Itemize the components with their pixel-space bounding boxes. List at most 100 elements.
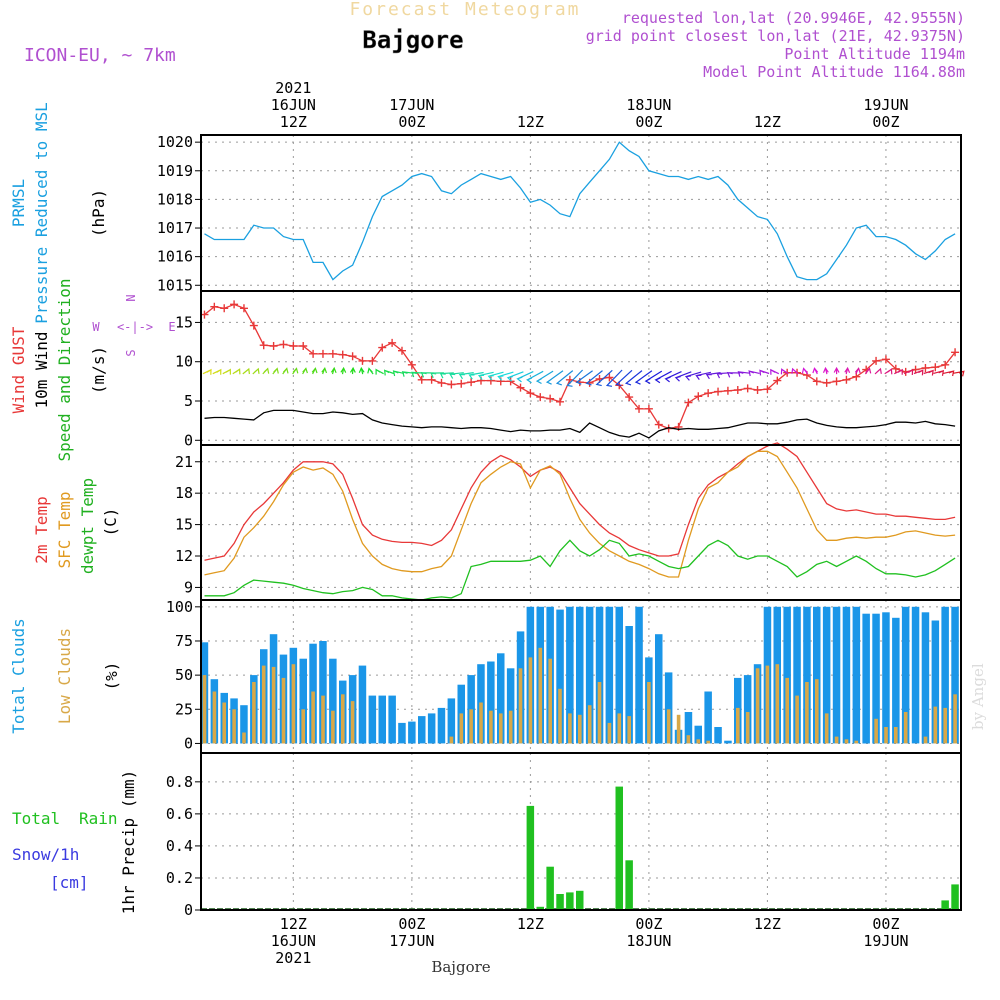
total-cloud-bar-62 <box>813 606 821 744</box>
wind-arrow-12 <box>321 366 328 375</box>
wind-arrow-74 <box>933 369 945 376</box>
wind-arrow-58 <box>770 368 780 375</box>
wind-arrow-31 <box>497 371 514 381</box>
panel4-ytick-label-0: 0 <box>184 901 193 919</box>
total-cloud-bar-73 <box>921 612 930 744</box>
low-cloud-bar-63 <box>824 713 829 744</box>
wind-arrow-59 <box>780 368 789 375</box>
wind-arrow-5 <box>252 367 260 375</box>
wind-arrow-28 <box>468 371 484 380</box>
low-cloud-bar-3 <box>232 709 236 744</box>
wind-arrow-10 <box>302 367 308 375</box>
total-cloud-bar-47 <box>664 672 673 744</box>
panel2-ytick-label-4: 21 <box>175 453 193 471</box>
total-cloud-bar-49 <box>684 712 693 744</box>
low-cloud-bar-60 <box>795 695 799 744</box>
total-cloud-bar-66 <box>852 606 861 744</box>
gust-marker-19 <box>388 338 397 347</box>
rain-bar-34 <box>536 906 544 910</box>
gust-marker-23 <box>427 375 436 384</box>
total-cloud-bar-42 <box>615 606 623 744</box>
wind-arrow-56 <box>748 370 760 377</box>
gust-marker-68 <box>872 356 881 365</box>
low-cloud-bar-15 <box>350 701 355 744</box>
temp-label-dew: dewpt Temp <box>78 478 97 574</box>
compass-w: W <box>92 320 100 334</box>
total-cloud-bar-65 <box>842 606 851 744</box>
low-cloud-bar-68 <box>874 718 878 744</box>
wind-arrow-26 <box>449 372 464 379</box>
wind-arrow-71 <box>903 368 914 376</box>
total-cloud-bar-12 <box>319 641 327 744</box>
bottom-time-label-5-1: 19JUN <box>863 932 908 950</box>
total-cloud-bar-72 <box>911 606 920 744</box>
rain-bar-33 <box>526 805 535 910</box>
gust-marker-50 <box>694 392 703 401</box>
total-cloud-bar-4 <box>240 705 248 744</box>
wind-arrow-20 <box>392 370 405 377</box>
top-time-label-1-0: 17JUN <box>389 96 434 114</box>
total-cloud-bar-18 <box>378 695 386 744</box>
low-cloud-bar-31 <box>508 710 513 744</box>
low-cloud-bar-1 <box>212 691 217 744</box>
panel3-ytick-label-2: 50 <box>175 666 193 684</box>
low-cloud-bar-59 <box>785 677 789 744</box>
gust-marker-32 <box>516 383 525 392</box>
panel1-ytick-label-0: 0 <box>184 431 193 449</box>
panel0-ytick-label-4: 1019 <box>157 162 193 180</box>
total-cloud-bar-16 <box>358 665 367 744</box>
low-cloud-bar-25 <box>449 736 454 744</box>
wind-arrow-69 <box>884 368 893 375</box>
total-cloud-bar-38 <box>576 606 584 744</box>
precip-label-total: Total <box>12 809 60 828</box>
panel-frames <box>200 134 962 911</box>
total-cloud-bar-10 <box>299 658 307 744</box>
wind-arrow-62 <box>812 367 819 375</box>
panel2-ytick-label-3: 18 <box>175 484 193 502</box>
low-cloud-bar-11 <box>311 691 315 744</box>
low-cloud-bar-12 <box>321 695 325 744</box>
bottom-time-label-1-1: 17JUN <box>389 932 434 950</box>
compass-e: E <box>168 320 175 334</box>
gust-marker-31 <box>506 377 515 386</box>
panel1-ytick-label-2: 10 <box>175 353 193 371</box>
gust-marker-62 <box>812 377 821 386</box>
panel0-frame <box>200 134 962 292</box>
gust-marker-11 <box>309 349 318 358</box>
footer-station: Bajgore <box>431 958 490 976</box>
gust-marker-75 <box>941 360 950 369</box>
wind-arrow-51 <box>695 371 712 380</box>
wind-unit: (m/s) <box>89 346 108 394</box>
low-cloud-bar-61 <box>805 682 809 744</box>
compass-rose: N S W E <-|-> <box>92 294 175 356</box>
wind-label-dir: Speed and Direction <box>55 278 74 461</box>
pressure-label-2: Pressure Reduced to MSL <box>32 102 51 324</box>
low-cloud-bar-69 <box>884 727 888 744</box>
total-cloud-bar-63 <box>822 606 831 744</box>
rain-bar-75 <box>941 900 949 910</box>
wind-arrow-4 <box>242 367 250 375</box>
gust-marker-58 <box>773 376 782 385</box>
gust-marker-3 <box>230 300 239 309</box>
temp-label-sfc: SFC Temp <box>55 491 74 568</box>
gust-marker-9 <box>289 342 298 350</box>
y-tick-labels: 1015101610171018101910200510159121518210… <box>157 133 193 919</box>
gust-marker-74 <box>931 363 940 372</box>
total-cloud-bar-46 <box>655 634 663 744</box>
total-cloud-bar-25 <box>447 698 456 744</box>
top-time-label-5-0: 19JUN <box>863 96 908 114</box>
total-cloud-bar-75 <box>941 606 949 744</box>
low-cloud-bar-47 <box>666 709 671 744</box>
cloud-label-total: Total Clouds <box>9 618 28 734</box>
panel1-ytick-label-1: 5 <box>184 392 193 410</box>
total-cloud-bar-20 <box>398 722 406 744</box>
low-cloud-bar-36 <box>558 688 562 744</box>
gust-marker-5 <box>249 321 258 330</box>
gust-marker-57 <box>763 385 772 394</box>
panel2-ytick-label-2: 15 <box>175 516 193 534</box>
wind-arrow-64 <box>833 366 840 375</box>
gust-marker-13 <box>328 349 337 358</box>
wind-arrow-66 <box>854 367 861 375</box>
wind-arrow-33 <box>516 371 534 383</box>
low-cloud-bar-43 <box>627 716 631 744</box>
